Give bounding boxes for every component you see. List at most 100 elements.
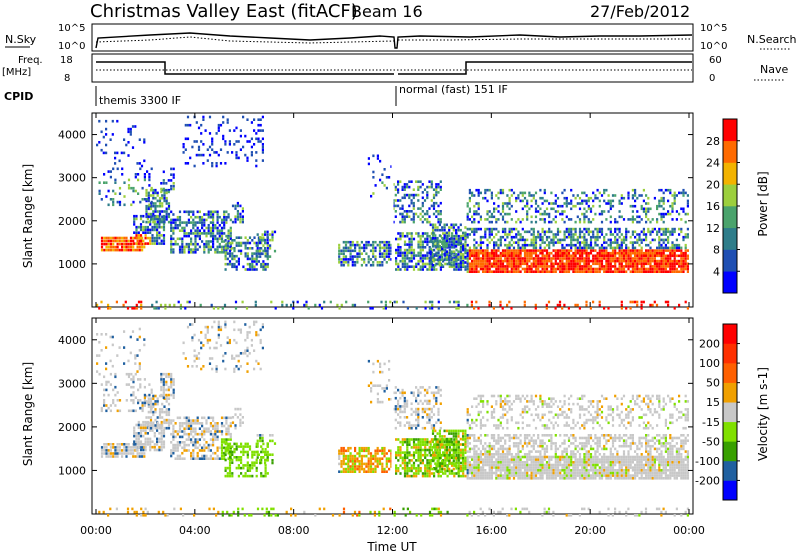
range-cell — [521, 194, 524, 197]
range-cell — [471, 265, 474, 268]
range-cell — [133, 214, 136, 218]
range-cell — [528, 191, 531, 195]
range-cell — [194, 457, 197, 460]
range-cell — [554, 249, 557, 252]
range-cell — [583, 199, 586, 203]
range-cell — [257, 362, 260, 365]
range-cell — [340, 462, 343, 466]
range-cell — [651, 270, 654, 273]
range-cell — [215, 346, 218, 350]
range-cell — [212, 232, 215, 235]
range-cell — [662, 212, 665, 216]
range-cell — [242, 445, 245, 448]
range-cell — [246, 252, 249, 255]
range-cell — [158, 234, 161, 237]
range-cell — [255, 320, 258, 324]
range-cell — [417, 185, 420, 189]
range-cell — [385, 186, 388, 190]
range-cell — [528, 259, 531, 263]
range-cell — [526, 262, 529, 266]
range-cell — [625, 251, 628, 255]
range-cell — [354, 465, 357, 468]
range-cell — [349, 249, 352, 253]
range-cell — [187, 221, 190, 224]
range-cell — [428, 246, 431, 249]
range-cell — [172, 251, 175, 254]
range-cell — [144, 242, 147, 245]
range-cell — [660, 233, 663, 236]
range-cell — [497, 265, 500, 268]
range-cell — [406, 446, 409, 449]
range-cell — [125, 446, 128, 449]
range-cell — [471, 267, 474, 271]
range-cell — [464, 231, 467, 235]
range-cell — [457, 250, 460, 253]
range-cell — [479, 259, 482, 263]
range-cell — [578, 243, 582, 247]
range-cell — [428, 262, 431, 266]
range-cell — [528, 249, 531, 252]
range-cell — [235, 341, 238, 345]
range-cell — [156, 236, 159, 240]
range-cell — [237, 466, 240, 470]
range-cell — [274, 307, 277, 310]
range-cell — [358, 446, 361, 450]
range-cell — [642, 251, 645, 255]
range-cell — [534, 249, 538, 252]
range-cell — [374, 255, 377, 258]
range-cell — [228, 474, 232, 478]
range-cell — [141, 198, 144, 201]
range-cell — [497, 210, 500, 213]
range-cell — [141, 186, 144, 190]
range-cell — [266, 459, 269, 462]
range-cell — [220, 232, 224, 235]
range-cell — [653, 251, 656, 255]
range-cell — [381, 467, 384, 471]
range-cell — [561, 251, 564, 255]
range-cell — [561, 246, 564, 250]
range-cell — [455, 265, 458, 268]
range-cell — [664, 230, 667, 234]
range-cell — [201, 226, 204, 230]
range-cell — [435, 183, 438, 186]
left-zero-label: 10^0 — [58, 41, 85, 52]
range-cell — [257, 239, 260, 242]
date-label: 27/Feb/2012 — [590, 2, 690, 21]
range-cell — [161, 218, 164, 221]
range-cell — [259, 459, 262, 462]
range-cell — [125, 236, 128, 240]
range-cell — [576, 251, 579, 255]
range-cell — [457, 307, 460, 310]
range-cell — [453, 300, 456, 304]
range-cell — [537, 204, 540, 208]
range-cell — [253, 320, 256, 324]
range-cell — [401, 215, 404, 218]
range-cell — [426, 262, 429, 266]
range-cell — [434, 226, 437, 229]
range-cell — [559, 267, 562, 271]
range-cell — [240, 466, 243, 470]
range-cell — [534, 199, 538, 203]
range-cell — [212, 242, 215, 246]
range-cell — [556, 249, 560, 252]
range-cell — [443, 234, 446, 237]
range-cell — [170, 419, 173, 422]
range-cell — [378, 252, 382, 255]
range-cell — [415, 451, 418, 454]
range-cell — [477, 259, 480, 263]
range-cell — [134, 396, 137, 399]
range-cell — [240, 472, 243, 475]
range-cell — [154, 410, 157, 414]
range-cell — [490, 262, 493, 266]
range-cell — [142, 228, 145, 232]
range-cell — [638, 243, 641, 247]
range-cell — [130, 399, 133, 402]
range-cell — [419, 469, 422, 473]
range-cell — [490, 257, 493, 260]
range-cell — [383, 246, 386, 250]
range-cell — [501, 204, 505, 208]
range-cell — [667, 300, 670, 304]
range-cell — [629, 300, 632, 304]
range-cell — [220, 251, 224, 254]
